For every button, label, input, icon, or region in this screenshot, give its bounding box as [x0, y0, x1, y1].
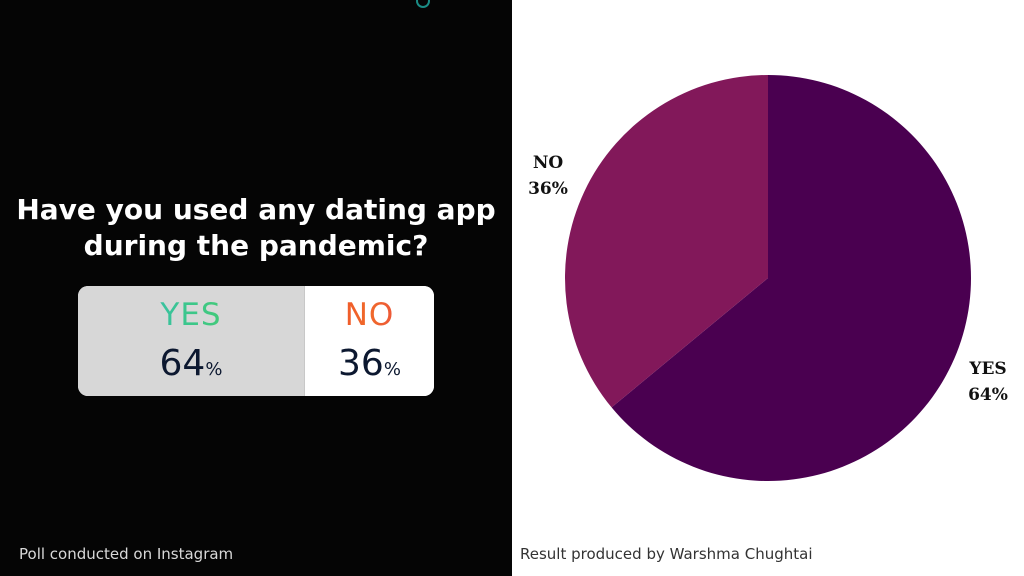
- decorative-ring-icon: [416, 0, 430, 8]
- poll-question-line-1: Have you used any dating app: [16, 193, 496, 226]
- percent-sign: %: [205, 359, 223, 380]
- pie-chart: YES 64% NO 36%: [528, 75, 1008, 482]
- pie-label-no: NO: [533, 153, 564, 173]
- poll-option-no-result: 36%: [305, 342, 434, 392]
- pie-value-yes: 64%: [968, 385, 1008, 405]
- pie-label-yes: YES: [968, 359, 1006, 379]
- poll-card: YES 64% NO 36%: [78, 286, 434, 396]
- percent-sign: %: [383, 359, 401, 380]
- pie-chart-panel: YES 64% NO 36%: [512, 0, 1024, 576]
- poll-option-yes-result: 64%: [78, 342, 304, 392]
- pie-slice-no: [565, 75, 768, 408]
- instagram-poll-panel: Have you used any dating app during the …: [0, 0, 512, 576]
- poll-option-yes-label: YES: [78, 296, 304, 334]
- poll-option-no[interactable]: NO 36%: [305, 286, 434, 396]
- poll-option-yes-value: 64: [159, 343, 206, 384]
- pie-value-no: 36%: [528, 179, 568, 199]
- poll-option-no-label: NO: [305, 296, 434, 334]
- poll-question: Have you used any dating app during the …: [0, 192, 512, 264]
- poll-caption: Poll conducted on Instagram: [19, 545, 234, 563]
- chart-caption: Result produced by Warshma Chughtai: [520, 545, 813, 563]
- pie-slice-yes: [611, 75, 971, 482]
- poll-question-line-2: during the pandemic?: [83, 229, 429, 262]
- poll-option-no-value: 36: [338, 343, 384, 384]
- poll-option-yes[interactable]: YES 64%: [78, 286, 305, 396]
